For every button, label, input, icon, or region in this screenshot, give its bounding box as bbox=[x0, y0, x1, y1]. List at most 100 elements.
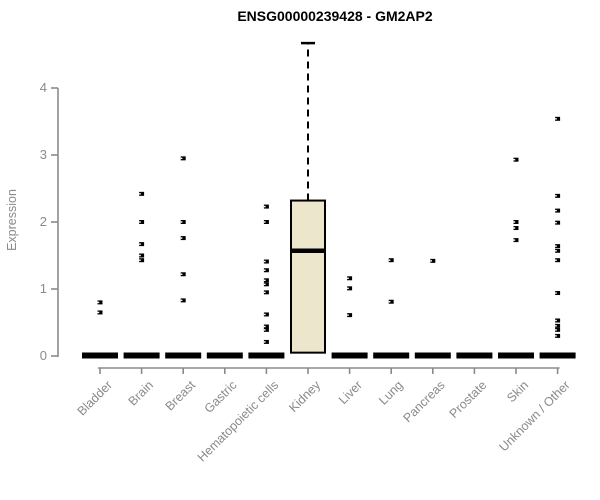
y-tick-label: 0 bbox=[39, 348, 47, 363]
outlier-point-notch bbox=[555, 319, 557, 322]
zero-bar bbox=[165, 352, 202, 359]
outlier-point bbox=[180, 236, 186, 241]
outlier-point bbox=[263, 204, 269, 209]
y-tick-label: 3 bbox=[39, 147, 47, 162]
outlier-point bbox=[555, 193, 561, 198]
outlier-point bbox=[263, 327, 269, 332]
zero-bar bbox=[414, 352, 451, 359]
outlier-point bbox=[97, 310, 103, 315]
outlier-point-notch bbox=[139, 254, 141, 257]
outlier-point-notch bbox=[430, 260, 432, 262]
outlier-point-notch bbox=[388, 301, 391, 303]
outlier-point-notch bbox=[263, 325, 266, 328]
outlier-point bbox=[555, 291, 561, 296]
outlier-point-notch bbox=[180, 221, 183, 223]
outlier-point-notch bbox=[180, 157, 183, 160]
outlier-point-notch bbox=[139, 193, 141, 195]
outlier-point bbox=[430, 258, 436, 263]
zero-bar bbox=[456, 352, 493, 359]
outlier-point bbox=[347, 276, 353, 281]
outlier-point bbox=[139, 258, 145, 263]
outlier-point-notch bbox=[513, 227, 516, 229]
outlier-point bbox=[180, 220, 186, 224]
outlier-point bbox=[180, 156, 186, 161]
outlier-point bbox=[388, 258, 394, 263]
outlier-point bbox=[555, 333, 561, 338]
outlier-point bbox=[555, 244, 561, 249]
outlier-point-notch bbox=[263, 291, 266, 294]
outlier-point bbox=[263, 324, 269, 329]
chart-title: ENSG00000239428 - GM2AP2 bbox=[237, 8, 433, 24]
outlier-point-notch bbox=[555, 221, 557, 224]
outlier-point-notch bbox=[263, 269, 266, 271]
outlier-point bbox=[388, 299, 394, 304]
outlier-point bbox=[180, 298, 186, 303]
zero-bar bbox=[82, 352, 118, 359]
outlier-point-notch bbox=[263, 279, 266, 281]
outlier-point-notch bbox=[555, 250, 557, 252]
outlier-point bbox=[555, 318, 561, 323]
outlier-point-notch bbox=[347, 277, 349, 279]
outlier-point-notch bbox=[263, 341, 266, 343]
outlier-point bbox=[139, 253, 145, 258]
outlier-point bbox=[555, 220, 561, 225]
zero-bar bbox=[206, 352, 243, 359]
outlier-point-notch bbox=[97, 311, 100, 314]
outlier-point bbox=[263, 220, 269, 224]
outlier-point bbox=[513, 157, 519, 162]
zero-bar bbox=[248, 352, 285, 359]
outlier-point bbox=[139, 191, 145, 196]
outlier-point bbox=[347, 313, 353, 318]
outlier-point bbox=[513, 226, 519, 231]
outlier-point bbox=[555, 208, 561, 213]
outlier-point bbox=[513, 220, 519, 224]
y-tick-label: 1 bbox=[39, 281, 47, 296]
zero-bar bbox=[373, 352, 410, 359]
outlier-point bbox=[263, 268, 269, 273]
outlier-point-notch bbox=[263, 205, 266, 208]
zero-bar bbox=[539, 352, 576, 359]
outlier-point bbox=[180, 272, 186, 277]
outlier-point bbox=[555, 327, 561, 332]
zero-bar bbox=[498, 352, 534, 359]
outlier-point bbox=[263, 339, 269, 344]
outlier-point bbox=[97, 300, 103, 305]
outlier-point bbox=[347, 286, 353, 291]
outlier-point bbox=[555, 258, 561, 263]
zero-bar bbox=[123, 352, 160, 359]
outlier-point-notch bbox=[555, 325, 557, 327]
y-tick-label: 2 bbox=[39, 214, 47, 229]
outlier-point-notch bbox=[263, 329, 266, 331]
outlier-point-notch bbox=[555, 118, 557, 120]
outlier-point-notch bbox=[263, 283, 266, 286]
outlier-point bbox=[263, 282, 269, 287]
outlier-point-notch bbox=[555, 292, 557, 294]
outlier-point-notch bbox=[139, 259, 141, 261]
outlier-point bbox=[513, 238, 519, 243]
outlier-point-notch bbox=[97, 301, 100, 304]
outlier-point-notch bbox=[513, 158, 516, 161]
outlier-point bbox=[263, 290, 269, 295]
outlier-point bbox=[555, 116, 561, 121]
outlier-point-notch bbox=[555, 245, 557, 247]
outlier-point bbox=[555, 323, 561, 328]
outlier-point-notch bbox=[388, 259, 391, 261]
outlier-point bbox=[139, 242, 145, 247]
outlier-point-notch bbox=[513, 239, 516, 241]
outlier-point-notch bbox=[513, 221, 516, 223]
outlier-point-notch bbox=[139, 221, 141, 223]
outlier-point bbox=[263, 312, 269, 317]
outlier-point-notch bbox=[263, 260, 266, 263]
outlier-point-notch bbox=[263, 313, 266, 316]
outlier-point-notch bbox=[180, 273, 183, 275]
outlier-point-notch bbox=[263, 221, 266, 223]
outlier-point-notch bbox=[555, 259, 557, 261]
outlier-point-notch bbox=[347, 287, 349, 290]
outlier-point-notch bbox=[347, 314, 349, 316]
outlier-point-notch bbox=[555, 329, 557, 331]
outlier-point-notch bbox=[180, 237, 183, 239]
box bbox=[290, 199, 326, 354]
outlier-point bbox=[263, 259, 269, 264]
zero-bar bbox=[331, 352, 368, 359]
